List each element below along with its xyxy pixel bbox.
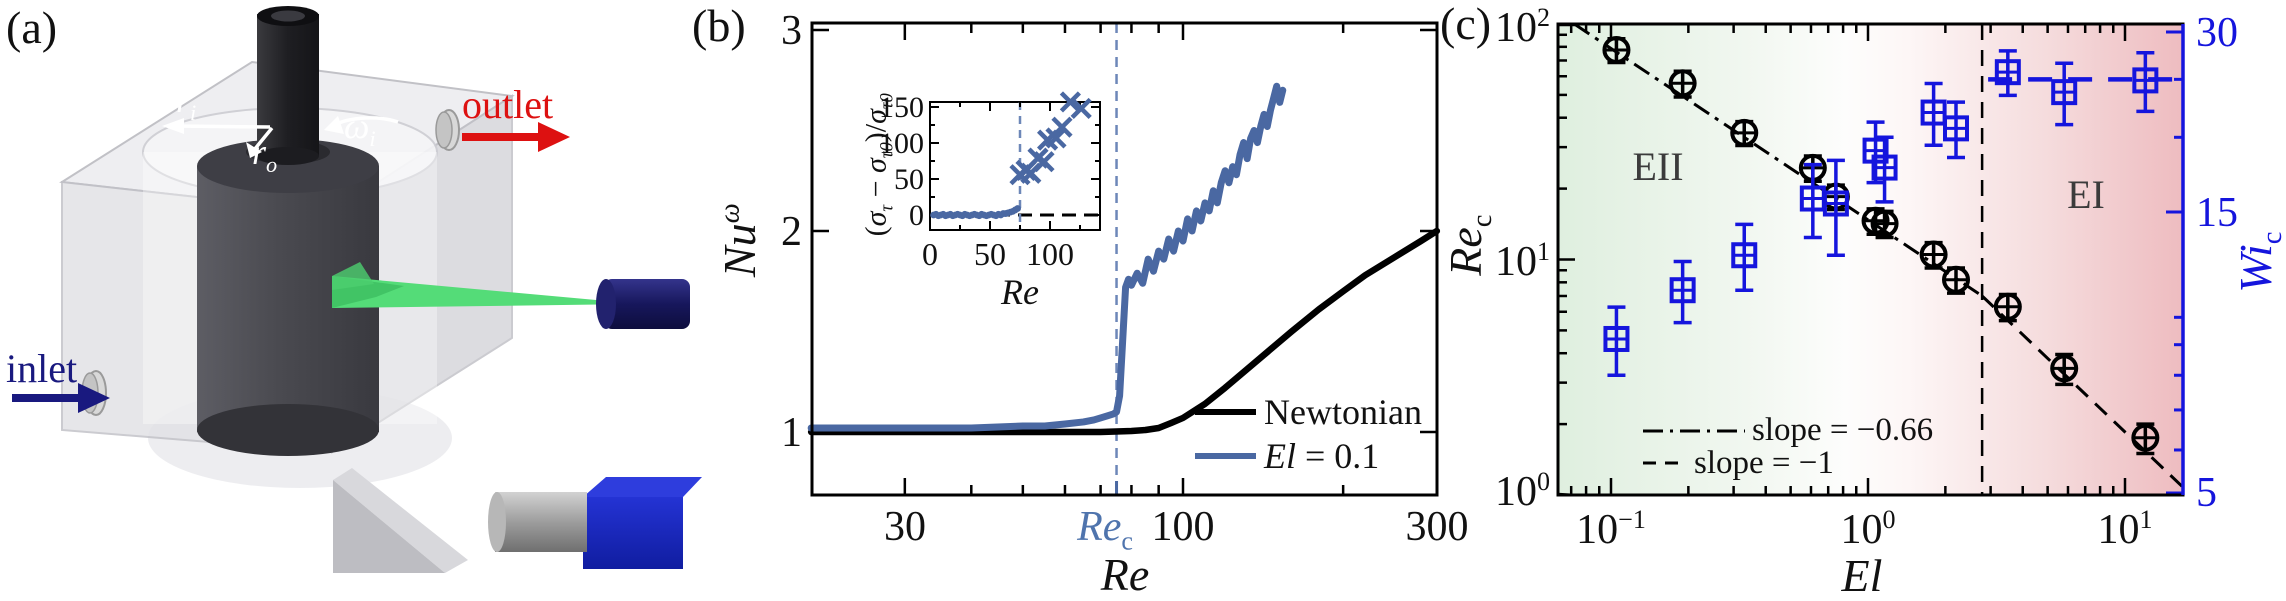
rotation-rate-label: ωi [344,106,376,152]
r-i-arrow [162,118,271,134]
panel-b-dynamic [807,23,1441,495]
legend-b [1195,409,1256,459]
r-o-arrow [246,126,274,158]
b-ytick-2: 2 [781,209,802,255]
panel-a-label: (a) [6,2,58,53]
panel-c-label: (c) [1440,0,1492,49]
c-xtick-0p1: 10−1 [1576,505,1646,553]
region-ei-label: EI [2067,172,2105,217]
inlet-label: inlet [6,346,78,391]
panel-a-apparatus [12,6,702,573]
panel-c-markers [1602,35,2160,456]
b-rec-tick-label: Rec [1077,504,1133,556]
inner-radius-label: ri [176,80,197,126]
c-ytick-10: 101 [1494,237,1550,285]
c-rtick-5: 5 [2196,470,2217,516]
inlet-arrow [12,383,110,413]
laser [596,279,690,329]
c-x-axis-label: El [1841,550,1883,601]
regime-gradient-background [1558,24,2183,495]
omega-i-arrow [324,116,399,134]
drive-shaft [246,6,330,165]
panel-c-plot [1556,22,2185,497]
plot-b-frame [810,21,1439,497]
c-xtick-10: 101 [2097,505,2153,553]
legend-el01-label: El = 0.1 [1264,436,1380,476]
c-xtick-1: 100 [1840,505,1896,553]
outer-radius-label: ro [252,132,278,178]
outlet-arrow [462,122,570,152]
b-xtick-300: 300 [1405,504,1469,550]
b-x-axis-label: Re [1100,549,1150,600]
laser-sheet [332,262,640,308]
slope-1-label: slope = −1 [1694,445,1834,481]
panel-b-plot [807,21,1441,497]
c-rtick-30: 30 [2196,10,2238,56]
b-xtick-30: 30 [884,504,926,550]
outlet-port [435,109,460,151]
inset-ytick-100: 100 [879,127,924,160]
camera [488,477,702,569]
c-right-axis-label: Wic [2229,231,2286,293]
legend-newtonian-label: Newtonian [1264,392,1422,432]
inset-xtick-100: 100 [1026,236,1074,272]
c-rtick-15: 15 [2196,190,2238,236]
inset-ytick-150: 150 [879,91,924,124]
inset-x-axis-label: Re [1001,272,1039,312]
panel-b-label: (b) [692,0,746,51]
panel-b-inset [929,91,1101,231]
inset-xtick-0: 0 [922,236,938,272]
outlet-label: outlet [462,82,554,127]
b-ytick-1: 1 [781,410,802,456]
inset-ytick-50: 50 [894,163,924,196]
region-eii-label: EII [1632,144,1684,189]
inset-xtick-50: 50 [974,236,1006,272]
slope-066-label: slope = −0.66 [1752,412,1934,448]
b-xtick-100: 100 [1151,504,1215,550]
c-ytick-100: 102 [1494,3,1550,51]
prism [333,468,468,573]
c-ytick-1: 100 [1494,467,1550,515]
inset-ytick-0: 0 [909,199,924,232]
b-ytick-3: 3 [781,8,802,54]
